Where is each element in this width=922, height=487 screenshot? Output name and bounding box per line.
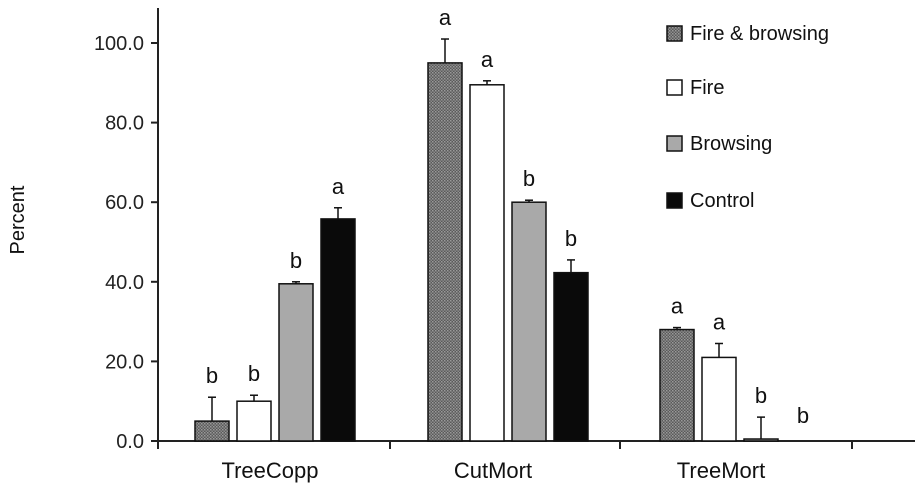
- bar: [278, 283, 314, 442]
- significance-letter: b: [565, 226, 577, 251]
- y-tick-label: 40.0: [105, 272, 144, 294]
- x-category-label: TreeCopp: [221, 458, 318, 483]
- legend-swatch: [666, 192, 683, 209]
- significance-letter: b: [797, 403, 809, 428]
- significance-letter: a: [439, 5, 452, 30]
- significance-letter: a: [332, 174, 345, 199]
- bar: [553, 271, 589, 442]
- y-axis-label: Percent: [7, 185, 29, 254]
- bar: [659, 328, 695, 442]
- legend-swatch: [666, 79, 683, 96]
- significance-letter: b: [755, 383, 767, 408]
- legend-label: Control: [690, 190, 754, 212]
- bar: [701, 356, 737, 442]
- y-tick-label: 100.0: [94, 33, 144, 55]
- legend: Fire & browsing Fire Browsing Control: [666, 23, 829, 212]
- bars-group: b a a b a a b b b a b b: [194, 5, 809, 442]
- bar: [427, 62, 463, 442]
- significance-letter: b: [248, 361, 260, 386]
- x-category-label: TreeMort: [677, 458, 765, 483]
- significance-letter: a: [671, 294, 684, 319]
- significance-letter: b: [290, 248, 302, 273]
- significance-letter: b: [523, 166, 535, 191]
- y-tick-label: 80.0: [105, 113, 144, 135]
- legend-label: Fire & browsing: [690, 23, 829, 45]
- x-category-label: CutMort: [454, 458, 532, 483]
- significance-letter: b: [206, 363, 218, 388]
- legend-label: Browsing: [690, 133, 772, 155]
- legend-swatch: [666, 25, 683, 42]
- axes: 0.0 20.0 40.0 60.0 80.0 100.0 TreeCopp CutMort T…: [94, 8, 915, 483]
- bar: [743, 438, 779, 442]
- bar: [469, 84, 505, 442]
- bar: [194, 420, 230, 442]
- legend-label: Fire: [690, 77, 724, 99]
- y-tick-label: 20.0: [105, 351, 144, 373]
- bar: [236, 400, 272, 442]
- bar: [320, 218, 356, 442]
- bar: [511, 201, 547, 442]
- y-tick-label: 0.0: [116, 431, 144, 453]
- y-tick-label: 60.0: [105, 192, 144, 214]
- significance-letter: a: [713, 309, 726, 334]
- significance-letter: a: [481, 47, 494, 72]
- legend-swatch: [666, 135, 683, 152]
